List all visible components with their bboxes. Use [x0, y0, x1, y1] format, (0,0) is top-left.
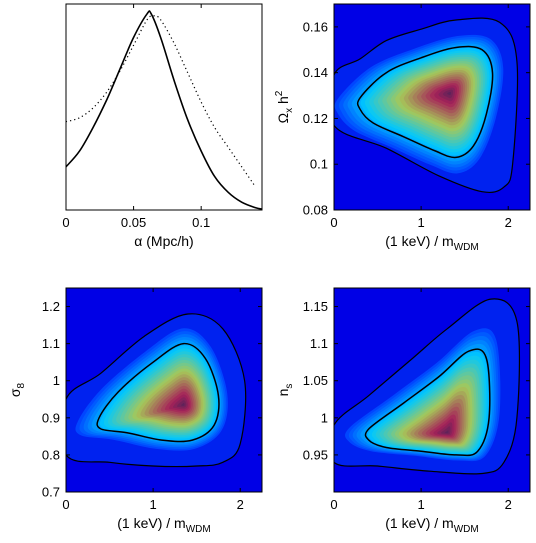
- contour-outer: [334, 298, 521, 475]
- y-tick-label: 0.16: [303, 19, 328, 34]
- x-axis-label: (1 keV) / mWDM: [117, 515, 210, 535]
- contour-inner: [356, 45, 494, 159]
- x-axis-label: (1 keV) / mWDM: [385, 233, 478, 253]
- density-band: [444, 430, 449, 434]
- contour-outer: [66, 313, 247, 468]
- axes-frame: [65, 3, 263, 211]
- y-tick-label: 1: [53, 373, 60, 388]
- x-tick-label: 1: [417, 215, 424, 230]
- series-dotted-line: [66, 15, 256, 187]
- density-band: [447, 91, 452, 96]
- x-tick-label: 0: [330, 215, 337, 230]
- y-tick-label: 0.8: [42, 447, 60, 462]
- axes-frame: [333, 3, 531, 211]
- panel-3: 0 1 2 0.7 0.8 0.9 1 1.1 1.2 (1 keV) / mWDM σ8: [7, 287, 263, 535]
- x-tick-label: 0.1: [192, 215, 210, 230]
- y-tick-label: 1.1: [310, 336, 328, 351]
- y-tick-label: 0.7: [42, 485, 60, 500]
- y-tick-label: 1.1: [42, 336, 60, 351]
- x-tick-label: 2: [505, 497, 512, 512]
- x-tick-label: 1: [149, 497, 156, 512]
- y-axis-label: σ8: [7, 382, 27, 397]
- y-tick-label: 0.14: [303, 65, 328, 80]
- x-tick-label: 1: [417, 497, 424, 512]
- y-tick-label: 1.15: [303, 299, 328, 314]
- contour-inner: [96, 342, 220, 443]
- y-tick-label: 1: [321, 410, 328, 425]
- x-tick-label: 2: [505, 215, 512, 230]
- y-tick-label: 0.9: [42, 410, 60, 425]
- contour-inner: [364, 348, 491, 457]
- y-axis-label: ns: [275, 384, 295, 397]
- y-tick-label: 0.08: [303, 203, 328, 218]
- y-tick-label: 0.1: [310, 157, 328, 172]
- contour-outer: [334, 17, 519, 194]
- y-tick-label: 0.12: [303, 111, 328, 126]
- x-axis-label: (1 keV) / mWDM: [385, 515, 478, 535]
- y-tick-label: 1.2: [42, 299, 60, 314]
- axes-frame: [333, 287, 531, 493]
- x-tick-label: 2: [237, 497, 244, 512]
- heatmap-field: [66, 288, 262, 492]
- heatmap-field: [334, 4, 530, 210]
- heatmap-field: [334, 288, 530, 492]
- y-tick-label: 1.05: [303, 373, 328, 388]
- series-solid-line: [66, 10, 262, 210]
- x-tick-label: 0.05: [121, 215, 146, 230]
- panel-1: 0 0.05 0.1 α (Mpc/h): [62, 3, 263, 249]
- x-tick-label: 0: [62, 215, 69, 230]
- density-band: [181, 403, 185, 406]
- x-tick-label: 0: [330, 497, 337, 512]
- axes-frame: [65, 287, 263, 493]
- y-tick-label: 0.95: [303, 447, 328, 462]
- panel-4: 0 1 2 0.95 1 1.05 1.1 1.15 (1 keV) / mWDM ns: [275, 287, 531, 535]
- y-axis-label: Ωx h2: [274, 90, 295, 123]
- x-tick-label: 0: [62, 497, 69, 512]
- panel-2: 0 1 2 0.08 0.1 0.12 0.14 0.16 (1 keV) / mWDM Ωx h…: [274, 3, 531, 253]
- x-axis-label: α (Mpc/h): [134, 233, 193, 249]
